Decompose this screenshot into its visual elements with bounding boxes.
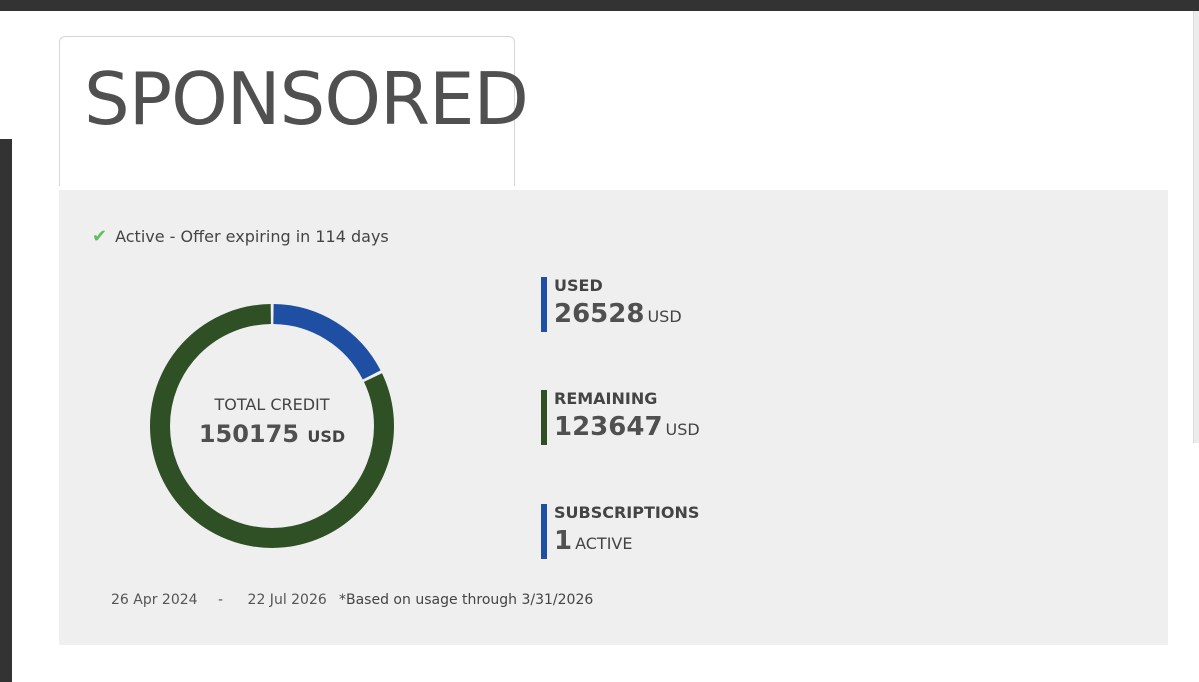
stat-remaining: REMAINING 123647 USD	[541, 389, 700, 447]
total-credit-value: 150175 USD	[148, 420, 396, 448]
total-credit: TOTAL CREDIT 150175 USD	[148, 394, 396, 448]
offer-status: ✔ Active - Offer expiring in 114 days	[92, 226, 389, 247]
remaining-indicator	[541, 390, 547, 445]
stat-subscriptions: SUBSCRIPTIONS 1 ACTIVE	[541, 503, 700, 561]
top-bar	[0, 0, 1199, 11]
period-start: 26 Apr 2024	[111, 592, 198, 608]
period-end: 22 Jul 2026	[247, 592, 327, 608]
offer-period: 26 Apr 2024 - 22 Jul 2026	[111, 592, 327, 608]
subscriptions-count: 1	[554, 526, 573, 556]
left-sidebar-edge	[0, 139, 12, 682]
total-credit-amount: 150175	[198, 420, 300, 448]
used-unit: USD	[647, 307, 682, 326]
remaining-label: REMAINING	[554, 389, 658, 408]
used-amount: 26528	[554, 299, 645, 329]
period-separator: -	[218, 592, 224, 608]
offer-status-text: Active - Offer expiring in 114 days	[115, 227, 389, 246]
total-credit-label: TOTAL CREDIT	[214, 395, 330, 414]
used-label: USED	[554, 276, 603, 295]
total-credit-unit: USD	[307, 427, 346, 446]
scrollbar[interactable]	[1193, 11, 1199, 443]
remaining-amount: 123647	[554, 412, 663, 442]
offer-panel: ✔ Active - Offer expiring in 114 days TO…	[59, 190, 1168, 645]
stat-used: USED 26528 USD	[541, 276, 682, 334]
tab-sponsored[interactable]: SPONSORED	[59, 36, 529, 186]
remaining-unit: USD	[665, 420, 700, 439]
credit-donut-chart	[150, 304, 394, 548]
check-icon: ✔	[92, 226, 108, 247]
remaining-value: 123647 USD	[554, 410, 700, 447]
subscriptions-value: 1 ACTIVE	[554, 524, 699, 561]
subscriptions-label: SUBSCRIPTIONS	[554, 503, 700, 522]
tab-title: SPONSORED	[84, 57, 529, 141]
remaining-segment	[150, 304, 394, 548]
subscriptions-unit: ACTIVE	[575, 534, 633, 553]
used-value: 26528 USD	[554, 297, 682, 334]
subscriptions-indicator	[541, 504, 547, 559]
usage-note: *Based on usage through 3/31/2026	[339, 592, 594, 608]
used-indicator	[541, 277, 547, 332]
